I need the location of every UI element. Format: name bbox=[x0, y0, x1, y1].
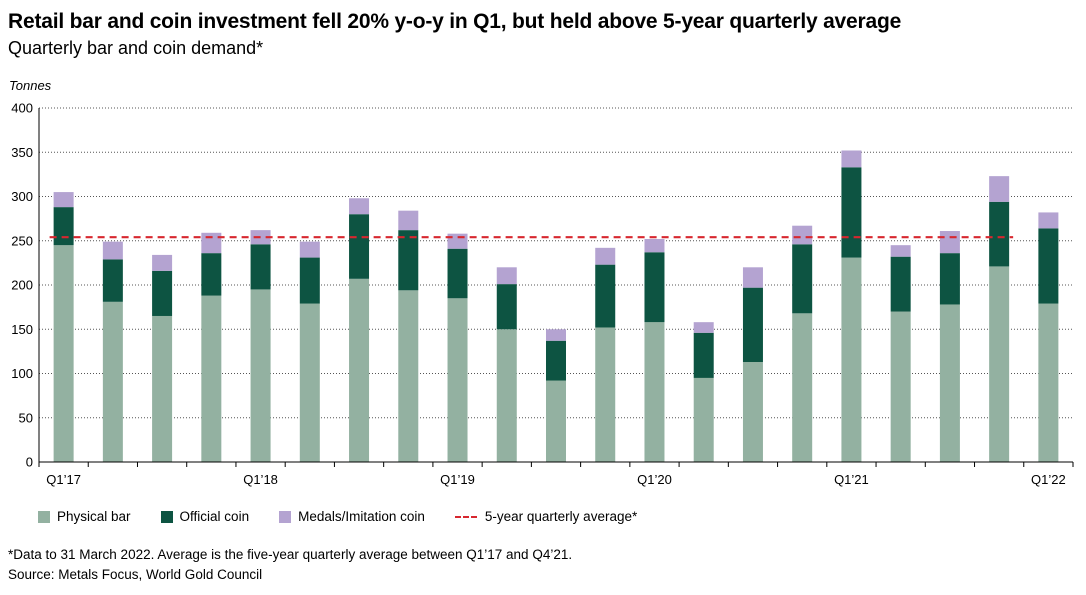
bar-segment bbox=[398, 290, 419, 462]
bar-segment bbox=[53, 245, 74, 462]
bar-segment bbox=[250, 244, 271, 290]
bar-segment bbox=[693, 332, 714, 378]
legend-item-physical-bar: Physical bar bbox=[38, 509, 131, 524]
bar-segment bbox=[989, 201, 1010, 267]
y-tick-label: 0 bbox=[26, 455, 33, 470]
bar-segment bbox=[792, 244, 813, 314]
bar-segment bbox=[742, 361, 763, 462]
bar-segment bbox=[349, 198, 370, 215]
legend-swatch-physical-bar bbox=[38, 510, 50, 523]
y-tick-label: 350 bbox=[11, 145, 33, 160]
legend-label-official-coin: Official coin bbox=[179, 509, 250, 524]
bar-segment bbox=[53, 192, 74, 208]
x-tick-label: Q1’20 bbox=[637, 472, 672, 487]
y-tick-label: 250 bbox=[11, 233, 33, 248]
bar-segment bbox=[201, 253, 222, 296]
x-tick-label: Q1’18 bbox=[243, 472, 278, 487]
chart-subtitle: Quarterly bar and coin demand* bbox=[8, 38, 264, 58]
bar-segment bbox=[53, 207, 74, 246]
legend-swatch-official-coin bbox=[160, 510, 173, 523]
bar-segment bbox=[644, 238, 665, 253]
legend-label-medals: Medals/Imitation coin bbox=[298, 509, 425, 524]
bar-segment bbox=[792, 313, 813, 462]
bar-segment bbox=[1038, 303, 1059, 462]
bar-segment bbox=[742, 287, 763, 362]
legend-swatch-medals bbox=[279, 510, 292, 523]
bar-segment bbox=[398, 230, 419, 291]
bar-segment bbox=[693, 377, 714, 462]
bar-segment bbox=[841, 167, 862, 258]
bar-segment bbox=[201, 232, 222, 254]
bar-segment bbox=[152, 270, 173, 316]
y-tick-label: 200 bbox=[11, 278, 33, 293]
bar-segment bbox=[939, 304, 960, 462]
bar-segment bbox=[447, 298, 468, 462]
bar-segment bbox=[546, 380, 566, 462]
bar-segment bbox=[1038, 228, 1059, 304]
source-note: Source: Metals Focus, World Gold Council bbox=[8, 567, 263, 582]
legend-swatch-average bbox=[454, 515, 477, 518]
bar-segment bbox=[939, 253, 960, 305]
bar-segment bbox=[792, 225, 813, 245]
bar-segment bbox=[644, 252, 665, 323]
bar-segment bbox=[496, 267, 517, 285]
bar-segment bbox=[595, 327, 616, 462]
bar-segment bbox=[349, 278, 370, 462]
x-tick-label: Q1’19 bbox=[440, 472, 475, 487]
bar-segment bbox=[496, 329, 517, 462]
bar-segment bbox=[989, 176, 1010, 202]
x-tick-label: Q1’17 bbox=[46, 472, 81, 487]
bar-segment bbox=[546, 329, 566, 341]
bar-segment bbox=[349, 214, 370, 279]
legend-label-physical-bar: Physical bar bbox=[57, 509, 131, 524]
bar-segment bbox=[890, 245, 911, 257]
bar-segment bbox=[1038, 212, 1059, 229]
bar-segment bbox=[447, 233, 468, 249]
bar-segment bbox=[496, 284, 517, 330]
y-tick-label: 300 bbox=[11, 189, 33, 204]
stacked-bar-chart: 0 50 100 150 200 250 300 350 400 Q1’17 Q1’18 Q1’19 Q… bbox=[11, 101, 1074, 487]
x-tick-label: Q1’22 bbox=[1031, 472, 1066, 487]
bar-segment bbox=[102, 301, 123, 462]
chart-title: Retail bar and coin investment fell 20% … bbox=[8, 10, 902, 33]
bar-segment bbox=[250, 289, 271, 462]
bar-segment bbox=[299, 303, 320, 462]
bar-segment bbox=[841, 257, 862, 462]
bar-segment bbox=[939, 231, 960, 254]
bar-segment bbox=[201, 295, 222, 462]
y-tick-label: 400 bbox=[11, 101, 33, 116]
legend-label-average: 5-year quarterly average* bbox=[484, 509, 638, 524]
bar-segment bbox=[890, 256, 911, 312]
bar-segment bbox=[742, 267, 763, 288]
bar-segment bbox=[595, 264, 616, 328]
chart-legend: Physical bar Official coin Medals/Imitat… bbox=[38, 509, 667, 524]
bar-segment bbox=[890, 311, 911, 462]
bar-segment bbox=[152, 315, 173, 462]
bar-segment bbox=[299, 257, 320, 304]
bar-segment bbox=[644, 322, 665, 462]
legend-item-medals: Medals/Imitation coin bbox=[279, 509, 425, 524]
bar-segment bbox=[595, 247, 616, 265]
x-tick-label: Q1’21 bbox=[834, 472, 869, 487]
bar-segment bbox=[447, 248, 468, 299]
bar-segment bbox=[693, 322, 714, 333]
legend-item-average: 5-year quarterly average* bbox=[454, 509, 638, 524]
bar-segment bbox=[102, 259, 123, 302]
bar-segment bbox=[546, 340, 566, 381]
legend-item-official-coin: Official coin bbox=[160, 509, 250, 524]
footnote: *Data to 31 March 2022. Average is the f… bbox=[8, 547, 573, 562]
y-tick-label: 150 bbox=[11, 322, 33, 337]
y-tick-label: 100 bbox=[11, 366, 33, 381]
bar-segment bbox=[102, 241, 123, 260]
y-tick-label: 50 bbox=[19, 410, 33, 425]
bar-segment bbox=[152, 254, 173, 271]
bar-segment bbox=[989, 266, 1010, 462]
bar-segment bbox=[841, 150, 862, 168]
bar-segment bbox=[299, 241, 320, 258]
y-axis-unit: Tonnes bbox=[9, 78, 52, 93]
bar-segment bbox=[398, 210, 419, 231]
